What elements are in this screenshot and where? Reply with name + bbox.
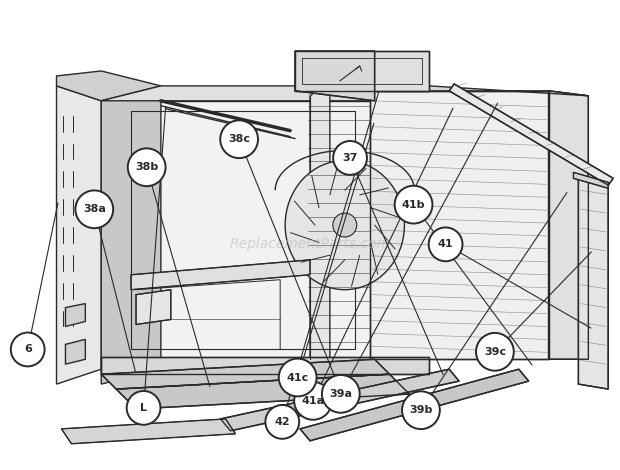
Polygon shape — [101, 359, 389, 389]
Polygon shape — [101, 86, 161, 384]
Circle shape — [279, 359, 317, 396]
Polygon shape — [374, 86, 429, 374]
Text: 42: 42 — [275, 417, 290, 427]
Text: 41: 41 — [438, 239, 453, 250]
Text: 39c: 39c — [484, 347, 506, 357]
Circle shape — [265, 405, 299, 439]
Circle shape — [126, 391, 161, 425]
Polygon shape — [449, 84, 613, 185]
Circle shape — [428, 227, 463, 261]
Polygon shape — [66, 304, 86, 327]
Text: 41b: 41b — [402, 200, 425, 210]
Text: 38b: 38b — [135, 162, 158, 172]
Circle shape — [333, 141, 367, 175]
Polygon shape — [370, 91, 549, 359]
Polygon shape — [61, 419, 236, 444]
Text: L: L — [140, 403, 147, 413]
Polygon shape — [310, 81, 330, 359]
Polygon shape — [101, 359, 429, 374]
Circle shape — [476, 333, 514, 371]
Text: 38a: 38a — [83, 204, 106, 214]
Polygon shape — [131, 260, 310, 290]
Polygon shape — [56, 86, 101, 384]
Circle shape — [11, 333, 45, 367]
Text: 37: 37 — [342, 153, 358, 163]
Text: 39a: 39a — [329, 389, 352, 399]
Text: 6: 6 — [24, 345, 32, 354]
Circle shape — [322, 375, 360, 413]
Polygon shape — [370, 86, 588, 96]
Circle shape — [128, 149, 166, 186]
Polygon shape — [56, 71, 161, 101]
Circle shape — [76, 190, 113, 228]
Circle shape — [395, 186, 432, 224]
Polygon shape — [295, 51, 374, 101]
Text: 41a: 41a — [301, 396, 325, 406]
Text: 39b: 39b — [409, 405, 433, 415]
Text: 38c: 38c — [228, 134, 250, 144]
Circle shape — [402, 392, 440, 429]
Polygon shape — [295, 51, 429, 91]
Circle shape — [220, 120, 258, 158]
Polygon shape — [574, 172, 608, 188]
Ellipse shape — [285, 160, 404, 290]
Polygon shape — [221, 369, 459, 431]
Circle shape — [294, 382, 332, 420]
Text: 41c: 41c — [286, 373, 309, 383]
Polygon shape — [116, 374, 409, 409]
Polygon shape — [549, 91, 588, 359]
Polygon shape — [101, 101, 374, 359]
Polygon shape — [300, 369, 529, 441]
Polygon shape — [578, 175, 608, 389]
Polygon shape — [66, 339, 86, 364]
Polygon shape — [101, 357, 429, 374]
Circle shape — [333, 213, 356, 237]
Polygon shape — [101, 86, 429, 101]
Polygon shape — [136, 290, 171, 324]
Text: ReplacementParts.com: ReplacementParts.com — [229, 237, 391, 251]
